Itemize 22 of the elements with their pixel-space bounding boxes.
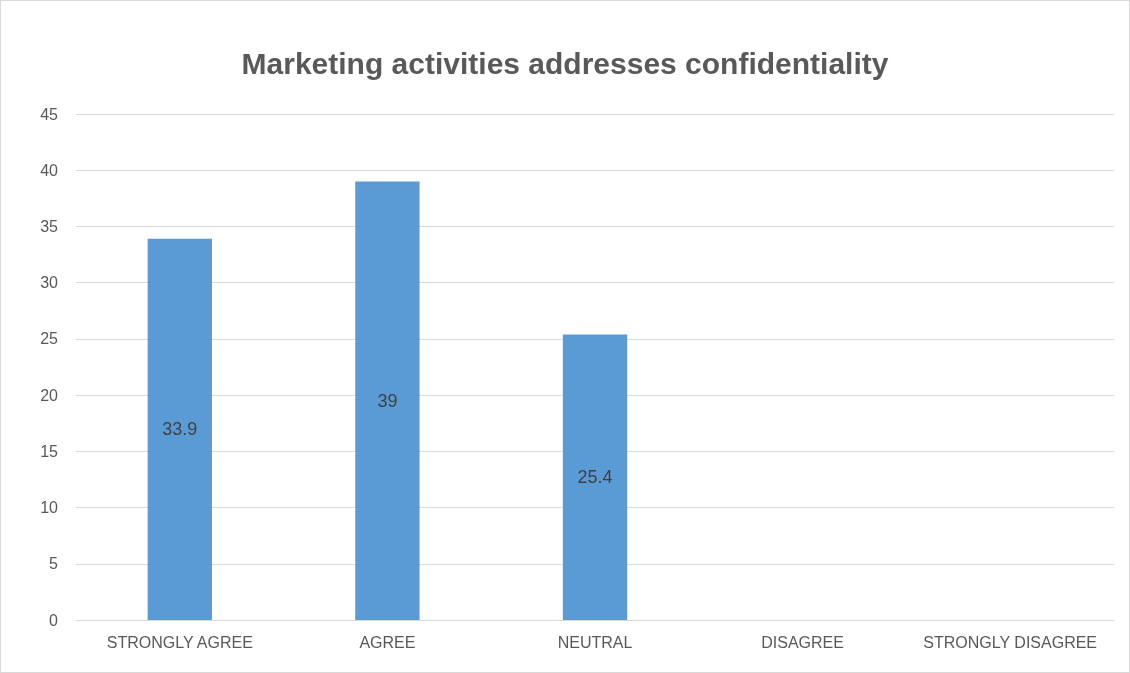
bar bbox=[355, 181, 420, 620]
x-tick-label: NEUTRAL bbox=[557, 633, 633, 651]
x-tick-label: AGREE bbox=[359, 633, 416, 651]
data-label: 25.4 bbox=[577, 467, 613, 488]
x-tick-label: DISAGREE bbox=[761, 633, 844, 651]
y-tick-label: 10 bbox=[40, 499, 59, 517]
y-tick-label: 5 bbox=[49, 555, 59, 573]
x-tick-label: STRONGLY DISAGREE bbox=[923, 633, 1098, 651]
data-label: 39 bbox=[377, 390, 398, 411]
y-tick-label: 20 bbox=[40, 386, 59, 404]
y-tick-label: 40 bbox=[40, 161, 59, 179]
y-tick-label: 30 bbox=[40, 274, 59, 292]
y-tick-label: 25 bbox=[40, 330, 59, 348]
y-tick-label: 45 bbox=[40, 105, 59, 123]
x-tick-label: STRONGLY AGREE bbox=[106, 633, 253, 651]
data-label: 33.9 bbox=[162, 419, 198, 440]
y-tick-label: 0 bbox=[49, 611, 59, 629]
bar bbox=[147, 238, 212, 620]
y-tick-label: 15 bbox=[40, 442, 59, 460]
chart-title: Marketing activities addresses confidentiality bbox=[241, 46, 889, 80]
y-tick-label: 35 bbox=[40, 217, 59, 235]
bar bbox=[562, 334, 628, 620]
